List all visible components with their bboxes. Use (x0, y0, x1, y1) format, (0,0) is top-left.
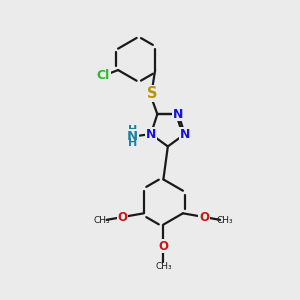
Text: CH₃: CH₃ (94, 216, 111, 225)
Text: CH₃: CH₃ (216, 216, 233, 225)
Text: N: N (180, 128, 190, 141)
Text: O: O (199, 211, 209, 224)
Text: O: O (158, 239, 168, 253)
Text: Cl: Cl (97, 69, 110, 82)
Text: N: N (173, 108, 184, 121)
Text: N: N (127, 130, 138, 143)
Text: H: H (128, 125, 137, 135)
Text: S: S (147, 86, 158, 101)
Text: H: H (128, 138, 137, 148)
Text: O: O (118, 211, 128, 224)
Text: CH₃: CH₃ (155, 262, 172, 271)
Text: N: N (146, 128, 156, 141)
